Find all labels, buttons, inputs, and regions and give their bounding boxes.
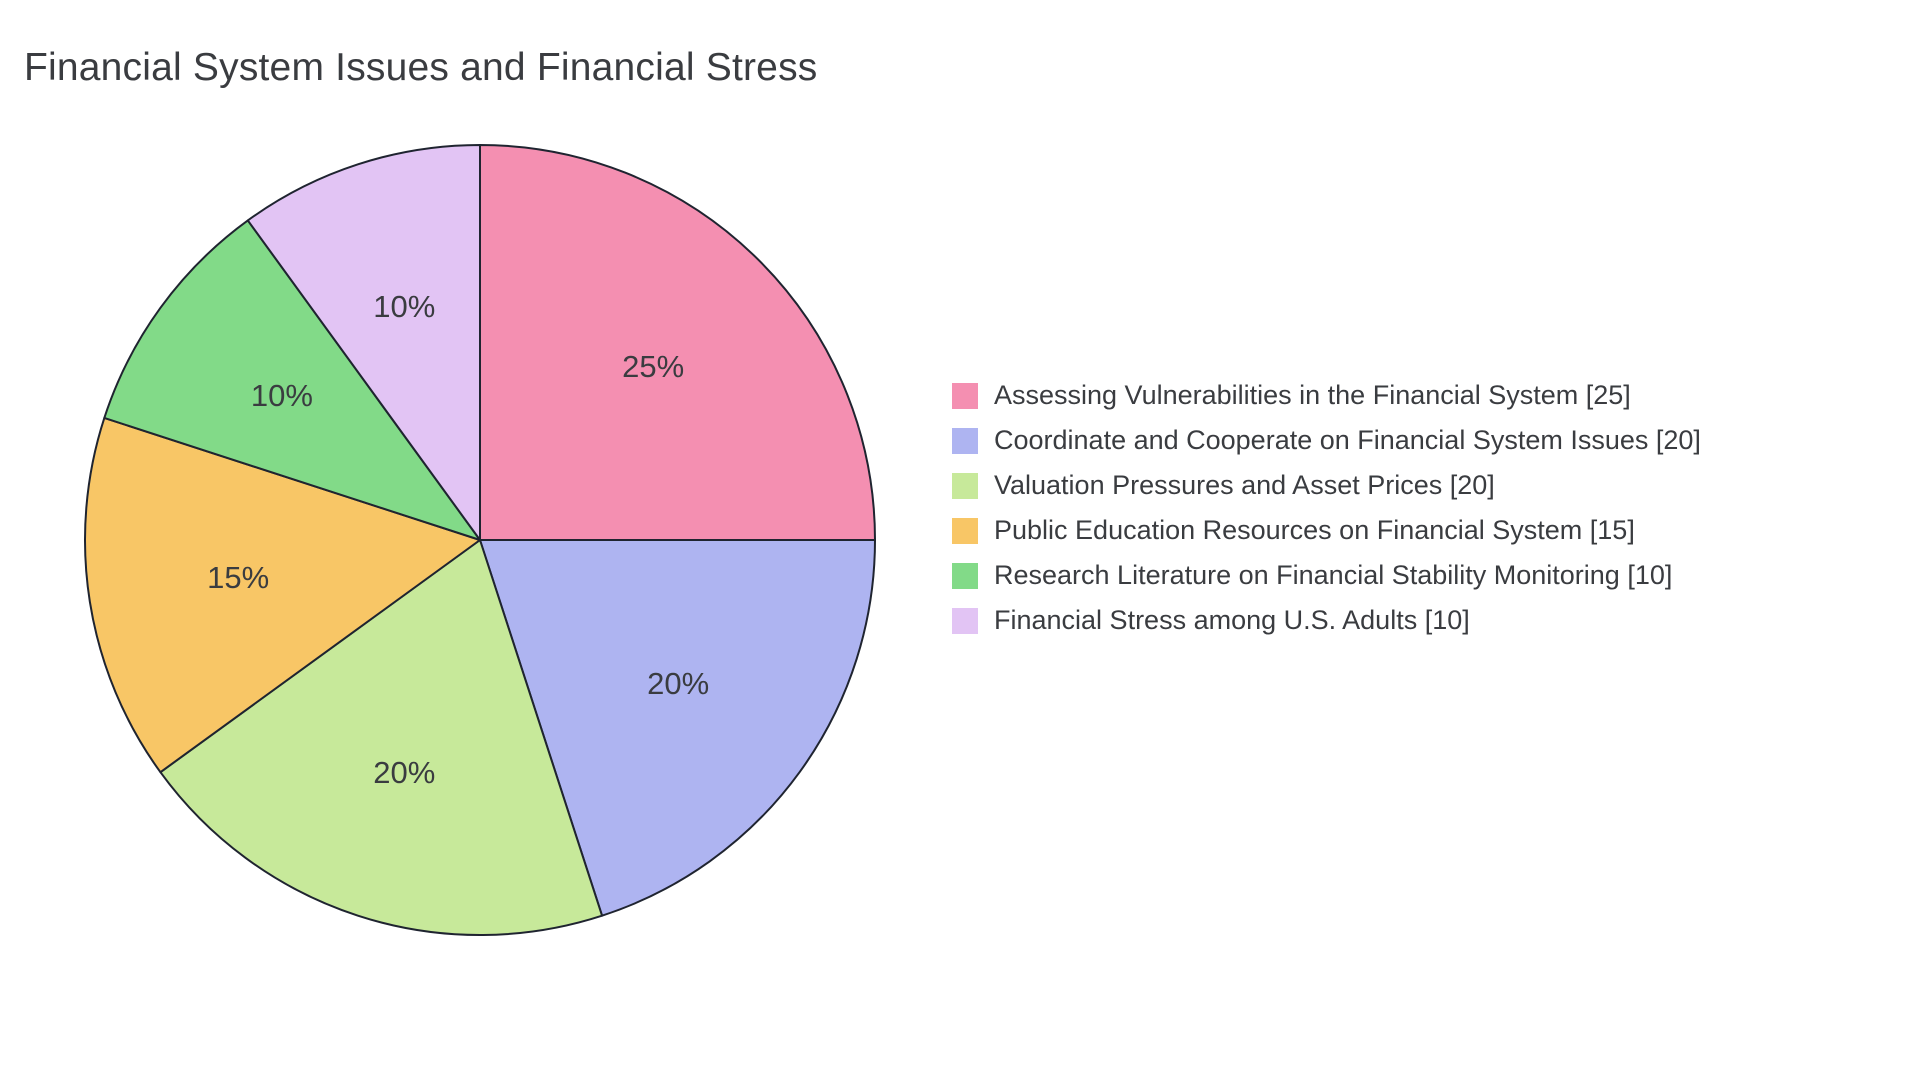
- legend-swatch: [952, 473, 978, 499]
- legend-item: Valuation Pressures and Asset Prices [20…: [952, 470, 1701, 501]
- pie-chart: 25% 20% 20% 15% 10% 10%: [81, 141, 879, 939]
- legend-swatch: [952, 383, 978, 409]
- legend-item: Public Education Resources on Financial …: [952, 515, 1701, 546]
- legend-label: Assessing Vulnerabilities in the Financi…: [994, 380, 1631, 411]
- legend-swatch: [952, 428, 978, 454]
- chart-title: Financial System Issues and Financial St…: [24, 46, 817, 90]
- legend-item: Assessing Vulnerabilities in the Financi…: [952, 380, 1701, 411]
- pie-slice-label: 20%: [647, 666, 709, 702]
- legend-item: Financial Stress among U.S. Adults [10]: [952, 605, 1701, 636]
- pie-slice-label: 10%: [373, 289, 435, 325]
- legend-label: Financial Stress among U.S. Adults [10]: [994, 605, 1470, 636]
- legend-label: Public Education Resources on Financial …: [994, 515, 1635, 546]
- pie-slice-label: 10%: [251, 378, 313, 414]
- pie-slice-label: 15%: [207, 560, 269, 596]
- legend: Assessing Vulnerabilities in the Financi…: [952, 380, 1701, 650]
- pie-svg: [81, 141, 879, 939]
- pie-slice-label: 20%: [373, 755, 435, 791]
- legend-swatch: [952, 563, 978, 589]
- legend-item: Research Literature on Financial Stabili…: [952, 560, 1701, 591]
- legend-item: Coordinate and Cooperate on Financial Sy…: [952, 425, 1701, 456]
- legend-label: Coordinate and Cooperate on Financial Sy…: [994, 425, 1701, 456]
- legend-label: Valuation Pressures and Asset Prices [20…: [994, 470, 1495, 501]
- pie-slice: [480, 145, 875, 540]
- pie-slice-label: 25%: [622, 349, 684, 385]
- legend-swatch: [952, 518, 978, 544]
- legend-label: Research Literature on Financial Stabili…: [994, 560, 1672, 591]
- legend-swatch: [952, 608, 978, 634]
